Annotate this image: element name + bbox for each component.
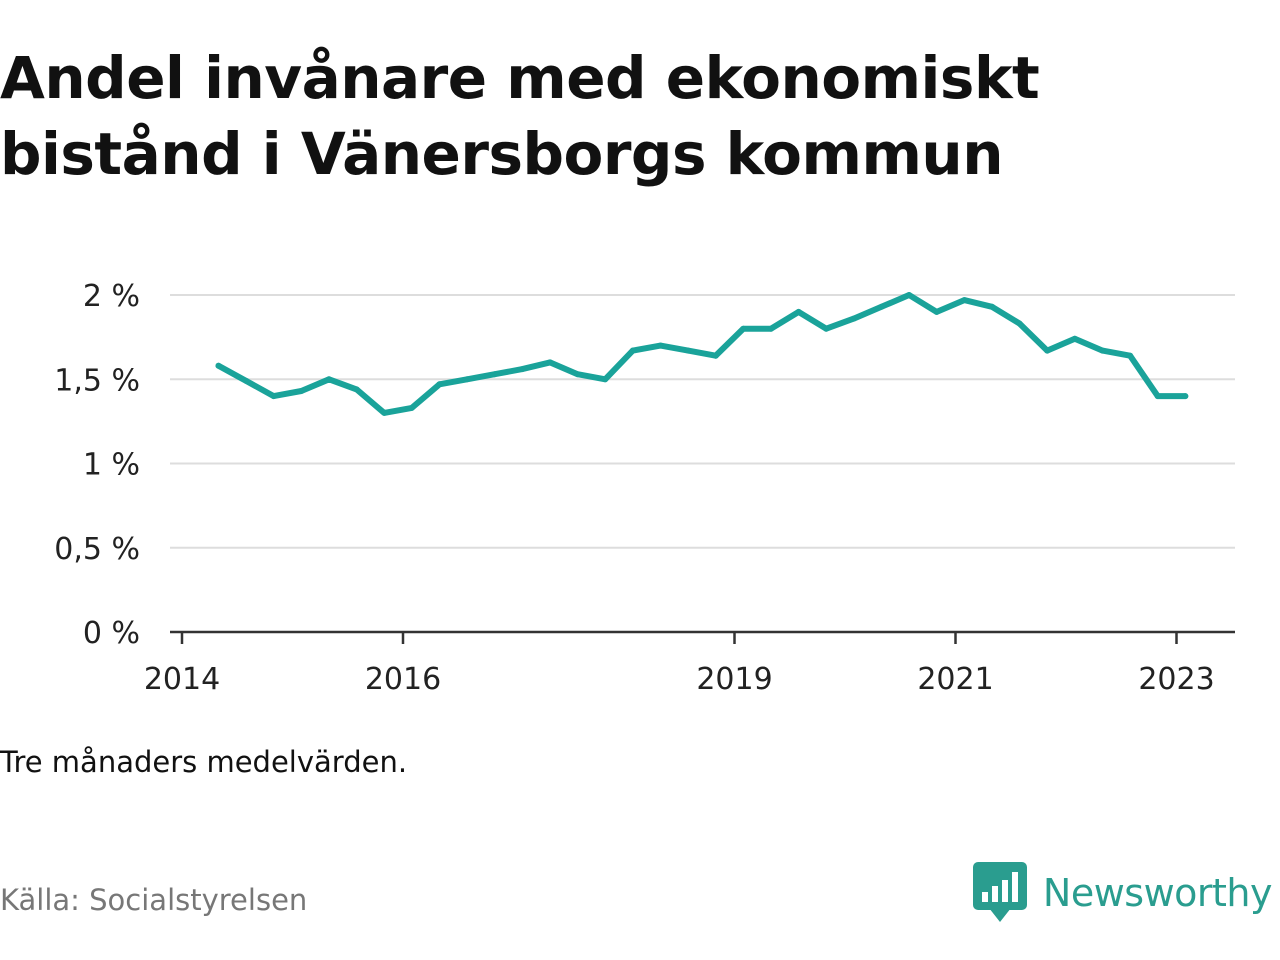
data-point <box>1016 320 1023 327</box>
data-point <box>298 388 305 394</box>
line-chart: 0 % 0,5 % 1 % 1,5 % 2 % 2014 2016 2019 2021 2023 <box>54 279 1235 697</box>
data-point <box>795 308 802 315</box>
data-point <box>823 325 830 332</box>
chart-title: Andel invånare med ekonomiskt bistånd i … <box>0 44 1040 188</box>
data-point <box>243 377 250 384</box>
data-point <box>381 409 388 416</box>
data-point <box>270 393 277 400</box>
series-line <box>215 292 1189 416</box>
data-point <box>436 381 443 388</box>
data-point <box>491 371 498 378</box>
data-point <box>878 303 885 310</box>
series-group <box>215 292 1189 416</box>
x-tick-label: 2023 <box>1138 662 1214 697</box>
data-point <box>602 376 609 383</box>
y-axis-tick-labels: 0 % 0,5 % 1 % 1,5 % 2 % <box>54 279 140 651</box>
data-point <box>850 315 857 322</box>
data-point <box>547 359 553 366</box>
gridlines <box>170 294 1235 549</box>
data-point <box>574 371 581 378</box>
data-point <box>215 362 222 369</box>
x-tick-label: 2019 <box>696 662 772 697</box>
data-point <box>326 376 332 383</box>
y-tick-label: 2 % <box>83 279 140 314</box>
data-point <box>768 325 774 332</box>
data-point <box>464 376 471 383</box>
x-axis: 2014 2016 2019 2021 2023 <box>144 630 1235 697</box>
data-point <box>933 308 940 315</box>
y-tick-label: 1 % <box>83 448 140 483</box>
data-point <box>906 292 913 298</box>
y-tick-label: 1,5 % <box>54 363 140 398</box>
data-point <box>685 347 692 354</box>
brand-name: Newsworthy <box>1042 871 1273 915</box>
data-point <box>989 303 995 310</box>
chart-note: Tre månaders medelvärden. <box>0 745 408 779</box>
x-tick-label: 2021 <box>917 662 993 697</box>
data-point <box>353 386 360 393</box>
source-text: Källa: Socialstyrelsen <box>0 883 308 917</box>
data-point <box>740 325 747 332</box>
data-point <box>961 297 968 304</box>
data-point <box>712 352 719 359</box>
brand-logo: Newsworthy <box>972 862 1273 924</box>
data-point <box>1127 352 1134 359</box>
data-point <box>1044 347 1051 354</box>
data-point <box>408 404 415 411</box>
newsworthy-logo-icon <box>972 862 1027 922</box>
data-point <box>657 342 664 349</box>
x-tick-label: 2016 <box>365 662 441 697</box>
data-point <box>1154 393 1161 400</box>
y-tick-label: 0,5 % <box>54 532 140 567</box>
y-tick-label: 0 % <box>83 616 140 651</box>
data-point <box>1071 335 1078 342</box>
data-point <box>1182 393 1189 400</box>
x-tick-label: 2014 <box>144 662 220 697</box>
data-point <box>1099 347 1106 354</box>
data-point <box>519 366 526 373</box>
data-point <box>629 347 636 354</box>
